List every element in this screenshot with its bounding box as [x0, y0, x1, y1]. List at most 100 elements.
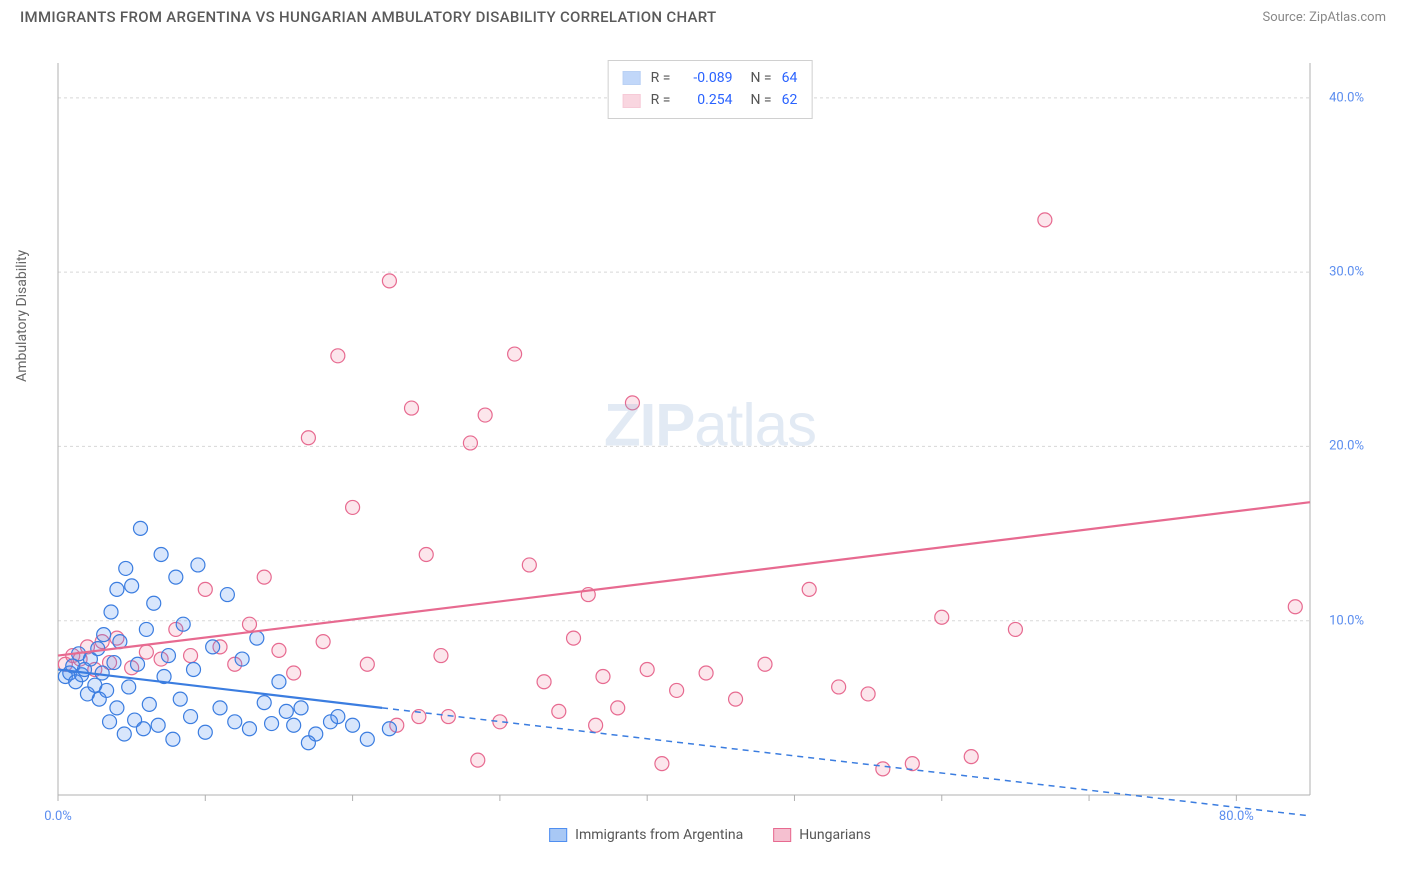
- point-hungarians: [360, 657, 374, 671]
- point-argentina: [104, 605, 118, 619]
- point-argentina: [154, 547, 168, 561]
- point-hungarians: [346, 500, 360, 514]
- point-argentina: [100, 683, 114, 697]
- point-argentina: [107, 656, 121, 670]
- swatch-icon: [773, 828, 791, 842]
- point-argentina: [265, 717, 279, 731]
- point-hungarians: [382, 274, 396, 288]
- point-argentina: [133, 521, 147, 535]
- point-argentina: [139, 622, 153, 636]
- scatter-plot: [50, 55, 1370, 825]
- y-tick-label: 10.0%: [1329, 613, 1364, 628]
- point-hungarians: [802, 582, 816, 596]
- point-hungarians: [964, 750, 978, 764]
- point-hungarians: [729, 692, 743, 706]
- point-argentina: [331, 710, 345, 724]
- point-argentina: [250, 631, 264, 645]
- swatch-icon: [623, 94, 641, 108]
- point-argentina: [103, 715, 117, 729]
- point-hungarians: [301, 431, 315, 445]
- y-tick-label: 30.0%: [1329, 265, 1364, 280]
- legend-bottom: Immigrants from Argentina Hungarians: [549, 827, 871, 843]
- legend-stats-argentina: R = -0.089 N = 64: [623, 67, 798, 89]
- point-hungarians: [699, 666, 713, 680]
- point-hungarians: [331, 349, 345, 363]
- point-argentina: [228, 715, 242, 729]
- point-argentina: [142, 697, 156, 711]
- point-argentina: [360, 732, 374, 746]
- point-argentina: [191, 558, 205, 572]
- point-hungarians: [589, 718, 603, 732]
- legend-stats-box: R = -0.089 N = 64 R = 0.254 N = 62: [608, 60, 813, 119]
- point-argentina: [97, 628, 111, 642]
- point-argentina: [382, 722, 396, 736]
- point-argentina: [220, 588, 234, 602]
- chart-header: IMMIGRANTS FROM ARGENTINA VS HUNGARIAN A…: [0, 0, 1406, 30]
- point-hungarians: [1288, 600, 1302, 614]
- point-argentina: [279, 704, 293, 718]
- point-hungarians: [471, 753, 485, 767]
- swatch-icon: [623, 71, 641, 85]
- point-argentina: [95, 666, 109, 680]
- point-argentina: [166, 732, 180, 746]
- point-hungarians: [567, 631, 581, 645]
- point-hungarians: [272, 643, 286, 657]
- point-hungarians: [1038, 213, 1052, 227]
- point-hungarians: [139, 645, 153, 659]
- point-argentina: [257, 696, 271, 710]
- point-argentina: [151, 718, 165, 732]
- swatch-icon: [549, 828, 567, 842]
- point-argentina: [119, 561, 133, 575]
- point-hungarians: [478, 408, 492, 422]
- point-argentina: [242, 722, 256, 736]
- x-tick-label: 80.0%: [1219, 809, 1254, 824]
- point-hungarians: [242, 617, 256, 631]
- point-hungarians: [935, 610, 949, 624]
- source-attribution: Source: ZipAtlas.com: [1262, 10, 1386, 25]
- point-argentina: [213, 701, 227, 715]
- legend-stats-hungarians: R = 0.254 N = 62: [623, 89, 798, 111]
- point-hungarians: [316, 635, 330, 649]
- point-argentina: [198, 725, 212, 739]
- trend-argentina-extrap: [382, 708, 1310, 816]
- y-axis-label: Ambulatory Disability: [14, 250, 30, 382]
- legend-item: Hungarians: [773, 827, 871, 843]
- point-argentina: [301, 736, 315, 750]
- point-argentina: [287, 718, 301, 732]
- point-hungarians: [611, 701, 625, 715]
- point-hungarians: [640, 663, 654, 677]
- point-argentina: [147, 596, 161, 610]
- point-hungarians: [287, 666, 301, 680]
- point-argentina: [169, 570, 183, 584]
- point-hungarians: [876, 762, 890, 776]
- trend-hungarians: [58, 502, 1310, 655]
- point-hungarians: [522, 558, 536, 572]
- point-argentina: [187, 663, 201, 677]
- point-argentina: [110, 701, 124, 715]
- point-argentina: [136, 722, 150, 736]
- point-hungarians: [655, 757, 669, 771]
- source-link[interactable]: ZipAtlas.com: [1309, 10, 1386, 25]
- point-hungarians: [257, 570, 271, 584]
- point-argentina: [173, 692, 187, 706]
- y-tick-label: 20.0%: [1329, 439, 1364, 454]
- point-hungarians: [552, 704, 566, 718]
- point-argentina: [117, 727, 131, 741]
- point-hungarians: [198, 582, 212, 596]
- point-hungarians: [670, 683, 684, 697]
- point-hungarians: [434, 649, 448, 663]
- legend-item: Immigrants from Argentina: [549, 827, 743, 843]
- point-argentina: [125, 579, 139, 593]
- point-hungarians: [625, 396, 639, 410]
- point-argentina: [122, 680, 136, 694]
- chart-container: Ambulatory Disability ZIPatlas R = -0.08…: [50, 55, 1370, 825]
- point-hungarians: [832, 680, 846, 694]
- point-hungarians: [596, 669, 610, 683]
- point-hungarians: [1008, 622, 1022, 636]
- point-hungarians: [508, 347, 522, 361]
- point-hungarians: [861, 687, 875, 701]
- point-hungarians: [405, 401, 419, 415]
- chart-title: IMMIGRANTS FROM ARGENTINA VS HUNGARIAN A…: [20, 8, 717, 26]
- point-argentina: [346, 718, 360, 732]
- point-hungarians: [758, 657, 772, 671]
